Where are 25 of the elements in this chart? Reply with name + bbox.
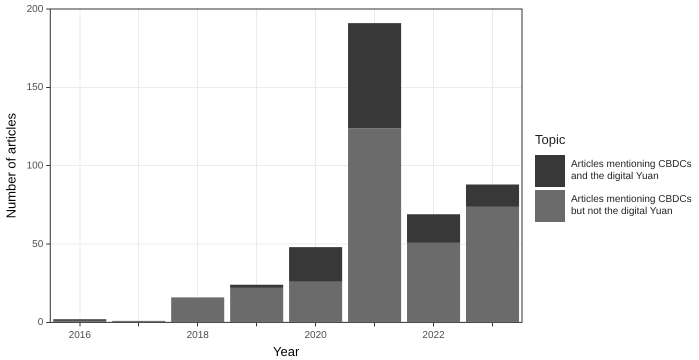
bar xyxy=(348,128,402,322)
legend-title: Topic xyxy=(535,132,566,147)
bar xyxy=(466,184,520,206)
bar xyxy=(466,206,520,322)
x-axis-title: Year xyxy=(273,344,300,359)
bar xyxy=(171,297,224,322)
y-axis-title: Number of articles xyxy=(3,112,18,218)
bar xyxy=(289,282,342,322)
bar xyxy=(230,288,284,322)
x-tick-label: 2016 xyxy=(68,330,92,342)
y-tick-label: 50 xyxy=(32,238,44,250)
bar xyxy=(407,214,460,242)
bar xyxy=(289,247,342,282)
text: Articles mentioning CBDCs and the digital Yuan xyxy=(571,159,693,183)
text: Articles mentioning CBDCs but not the digital Yuan xyxy=(571,194,693,218)
x-tick-label: 2020 xyxy=(304,330,328,342)
x-tick-label: 2022 xyxy=(422,330,446,342)
y-tick-label: 100 xyxy=(26,160,44,172)
y-tick-label: 150 xyxy=(26,82,44,94)
bar xyxy=(230,284,284,288)
x-tick-label: 2018 xyxy=(186,330,210,342)
y-tick-label: 200 xyxy=(26,4,44,15)
bar xyxy=(407,242,460,322)
bar xyxy=(348,23,402,128)
y-tick-label: 0 xyxy=(38,317,44,328)
